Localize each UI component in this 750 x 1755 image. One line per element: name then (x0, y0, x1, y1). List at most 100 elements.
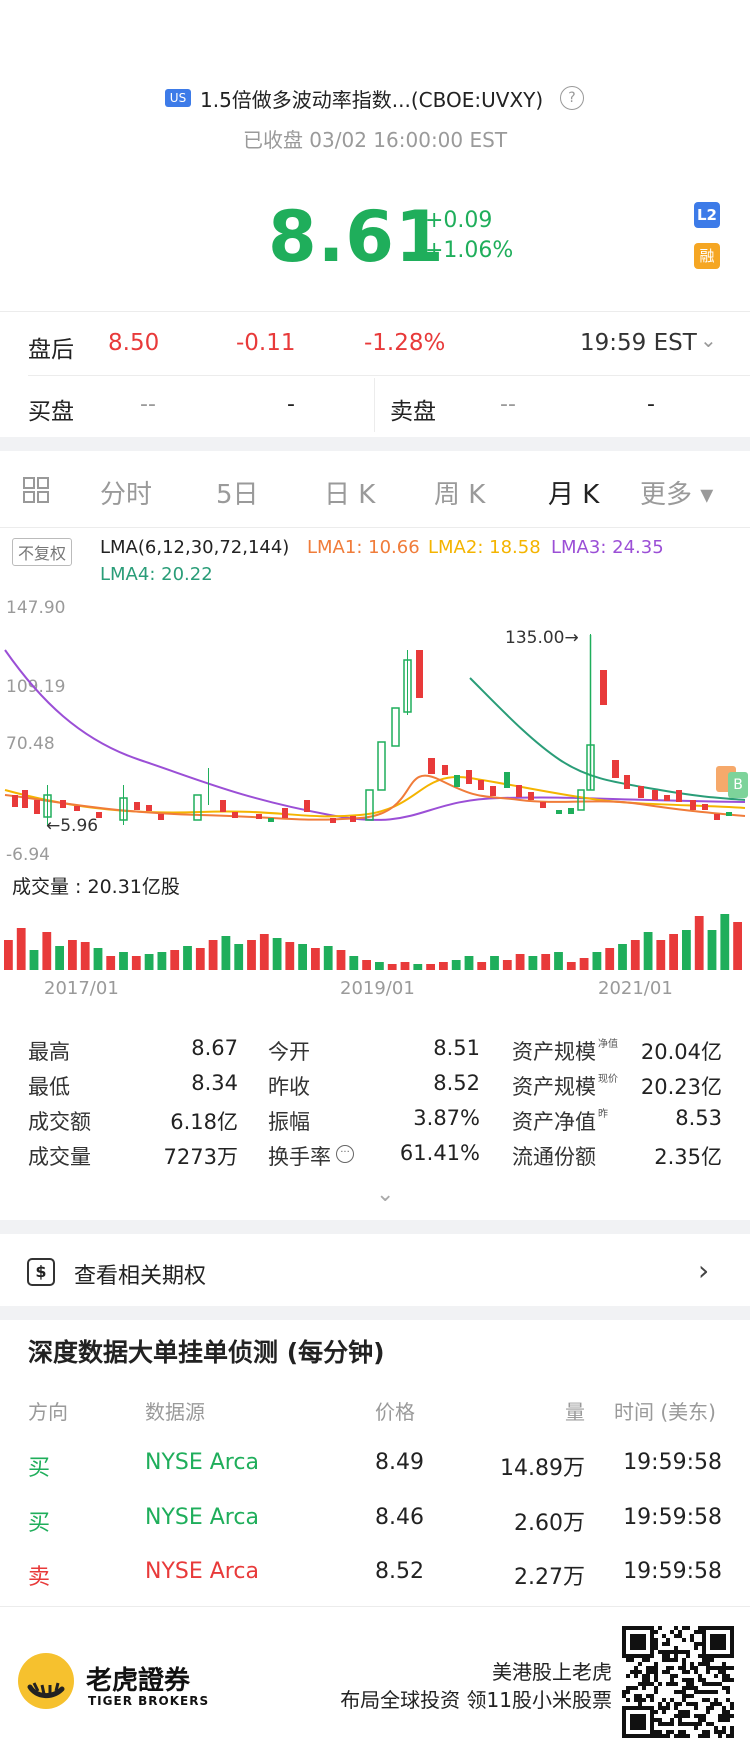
options-link[interactable]: $ 查看相关期权 › (0, 1234, 750, 1308)
candles (12, 635, 732, 825)
tab-more[interactable]: 更多 ▾ (640, 480, 714, 510)
margin-badge[interactable]: 融 (694, 243, 720, 269)
depth-time: 19:59:58 (623, 1505, 722, 1530)
tab-daily-k[interactable]: 日 K (324, 480, 376, 510)
volume-bar (579, 958, 589, 970)
volume-label: 成交量 : 20.31亿股 (12, 876, 180, 898)
volume-bar (234, 944, 244, 970)
volume-bar (362, 960, 371, 970)
depth-header-qty: 量 (565, 1400, 585, 1424)
expand-chevron-icon[interactable]: ⌄ (376, 1182, 395, 1207)
volume-bar (477, 962, 487, 970)
after-hours-time[interactable]: 19:59 EST (580, 330, 697, 356)
stat-value: 61.41% (399, 1141, 480, 1165)
bid-size: - (287, 392, 295, 417)
x-tick-2021: 2021/01 (598, 978, 673, 999)
adjust-toggle[interactable]: 不复权 (12, 538, 73, 566)
market-status: 已收盘 03/02 16:00:00 EST (242, 128, 508, 152)
depth-time: 19:59:58 (623, 1559, 722, 1584)
volume-bar (694, 916, 704, 970)
x-tick-2019: 2019/01 (340, 978, 415, 999)
stat-value: 2.35亿 (654, 1145, 722, 1169)
depth-side: 卖 (28, 1565, 51, 1590)
depth-source: NYSE Arca (145, 1505, 259, 1530)
depth-side: 买 (28, 1456, 51, 1481)
tiger-logo-icon (18, 1653, 74, 1709)
volume-bar (656, 940, 666, 970)
volume-bar (528, 956, 538, 970)
volume-bar (68, 940, 77, 970)
volume-bar (170, 950, 180, 970)
y-tick-109: 109.19 (6, 677, 66, 697)
volume-bar (29, 950, 39, 970)
y-tick-70: 70.48 (6, 734, 55, 754)
volume-bar (144, 954, 154, 970)
stat-sup: 净值 (598, 1039, 618, 1050)
event-marker-b[interactable]: B (728, 772, 748, 798)
volume-bar (387, 964, 397, 970)
stat-label: 流通份额 (512, 1145, 596, 1169)
stat-value: 8.34 (191, 1071, 238, 1095)
grid-icon[interactable] (22, 476, 50, 504)
ask-label: 卖盘 (390, 399, 436, 425)
help-icon[interactable]: ? (560, 86, 584, 110)
volume-bar (80, 942, 90, 970)
volume-bar (682, 930, 691, 970)
volume-bar (119, 952, 128, 970)
after-hours-change-pct: -1.28% (364, 330, 446, 356)
lma3-value: LMA3: 24.35 (551, 537, 664, 558)
volume-bar (426, 964, 435, 970)
volume-bar (42, 932, 52, 970)
chevron-down-icon[interactable]: ⌄ (700, 328, 717, 352)
volume-bar (195, 948, 205, 970)
volume-bar (733, 922, 742, 970)
depth-header-time: 时间 (美东) (614, 1400, 716, 1424)
depth-qty: 2.60万 (514, 1511, 585, 1536)
stat-label: 最低 (28, 1075, 70, 1099)
tab-5day[interactable]: 5日 (216, 480, 259, 510)
after-hours-price: 8.50 (108, 330, 160, 356)
depth-title: 深度数据大单挂单侦测 (每分钟) (28, 1338, 385, 1367)
bid-price: -- (140, 392, 156, 417)
dollar-icon: $ (27, 1258, 55, 1286)
stat-value: 6.18亿 (170, 1110, 238, 1134)
tab-intraday[interactable]: 分时 (100, 480, 153, 510)
brand-name-en: TIGER BROKERS (88, 1694, 210, 1708)
stat-value: 20.23亿 (640, 1075, 722, 1099)
volume-bar (592, 952, 602, 970)
tab-weekly-k[interactable]: 周 K (434, 480, 486, 510)
volume-bar (643, 932, 653, 970)
volume-bar (311, 948, 320, 970)
candlestick-chart[interactable] (0, 590, 750, 860)
volume-bar (247, 940, 256, 970)
volume-bar (541, 954, 551, 970)
stat-sup: 昨 (598, 1109, 608, 1120)
lma-title: LMA(6,12,30,72,144) (100, 537, 290, 558)
footer-slogan-1: 美港股上老虎 (492, 1660, 612, 1684)
stat-value: 3.87% (413, 1106, 480, 1130)
stat-label: 最高 (28, 1040, 70, 1064)
depth-source: NYSE Arca (145, 1559, 259, 1584)
volume-bar (502, 960, 512, 970)
footer-slogan-2: 布局全球投资 领11股小米股票 (340, 1688, 612, 1712)
x-tick-2017: 2017/01 (44, 978, 119, 999)
depth-price: 8.49 (375, 1450, 424, 1475)
stat-label: 昨收 (268, 1075, 310, 1099)
after-hours-label: 盘后 (28, 337, 74, 363)
volume-bar (157, 952, 167, 970)
depth-header-price: 价格 (375, 1400, 415, 1424)
stat-value: 8.51 (433, 1036, 480, 1060)
volume-bar (413, 964, 423, 970)
stock-title[interactable]: 1.5倍做多波动率指数...(CBOE:UVXY) (200, 88, 544, 112)
lma1-value: LMA1: 10.66 (307, 537, 420, 558)
level2-badge[interactable]: L2 (694, 202, 720, 228)
stat-value: 8.53 (675, 1106, 722, 1130)
stat-sup: 现价 (598, 1074, 618, 1085)
bid-label: 买盘 (28, 399, 74, 425)
stat-label: 成交量 (28, 1145, 91, 1169)
volume-bar (221, 936, 231, 970)
tab-monthly-k[interactable]: 月 K (548, 480, 600, 510)
volume-bar (336, 950, 346, 970)
chevron-right-icon: › (698, 1254, 710, 1287)
more-info-icon[interactable]: ··· (336, 1145, 354, 1163)
